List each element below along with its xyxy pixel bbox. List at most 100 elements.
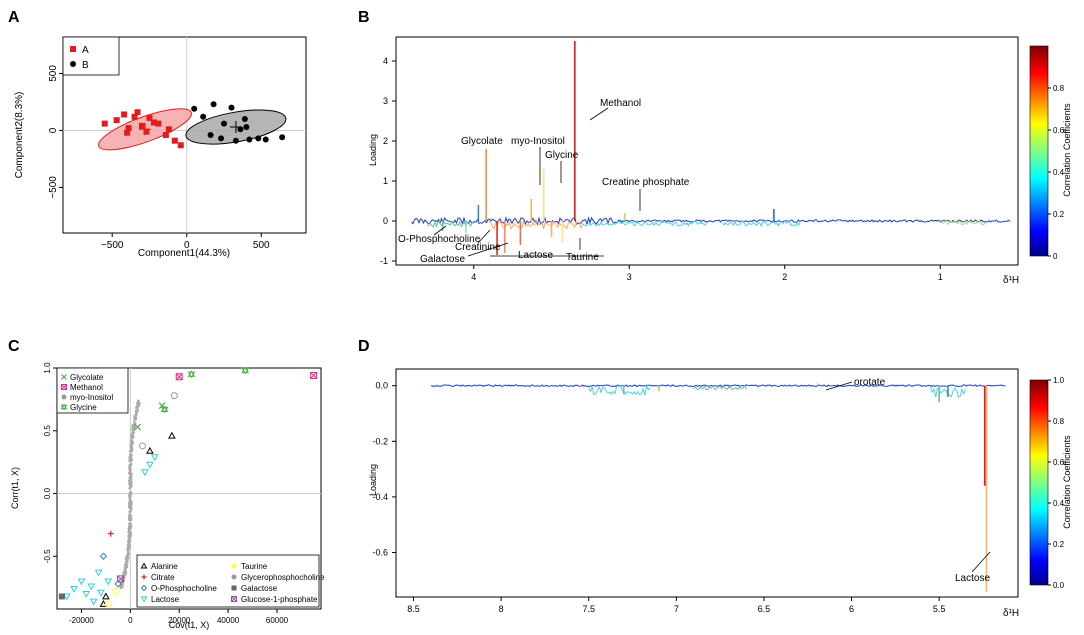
background-variable-point xyxy=(128,546,131,550)
annotation-o-phosphocholine: O-Phosphocholine xyxy=(398,234,481,245)
point-group-B xyxy=(241,116,248,123)
legend-marker-glycine xyxy=(60,403,68,411)
point-alanine xyxy=(146,446,154,454)
point-taurine xyxy=(112,587,120,595)
point-group-B xyxy=(243,124,250,131)
background-variable-point xyxy=(128,471,131,475)
panel-d-x-ticks: 8.5 8 7.5 7 6.5 6 5.5 xyxy=(407,597,945,614)
spectrum-colored-segment xyxy=(582,220,708,227)
panel-d-x-axis-label: δ¹H xyxy=(1003,608,1019,619)
x-tick-label: 7.5 xyxy=(582,604,595,614)
legend-label-galactose: Galactose xyxy=(241,584,278,593)
panel-c-y-ticks: -0.5 0.0 0.5 1.0 xyxy=(43,362,57,563)
background-variable-point xyxy=(134,409,138,413)
background-variable-point xyxy=(128,467,131,471)
annotation-methanol: Methanol xyxy=(600,98,641,109)
background-variable-point xyxy=(124,560,128,564)
legend-label-citrate: Citrate xyxy=(151,573,175,582)
panel-b-x-axis-label: δ¹H xyxy=(1003,275,1019,286)
background-variable-point xyxy=(126,548,129,552)
background-variable-point xyxy=(132,420,136,424)
point-myo-inositol xyxy=(170,392,178,400)
background-variable-point xyxy=(127,537,131,541)
y-tick-label: 0.0 xyxy=(375,381,388,391)
colorbar-tick-label: 0.8 xyxy=(1053,84,1065,93)
colorbar-tick-label: 0.6 xyxy=(1053,458,1065,467)
background-variable-point xyxy=(133,418,137,421)
panel-b-spectrum xyxy=(411,216,1011,231)
point-group-B xyxy=(207,132,214,138)
panel-d-label: D xyxy=(358,338,370,355)
background-variable-point xyxy=(125,563,129,566)
spectrum-colored-segment xyxy=(940,220,986,226)
background-variable-point xyxy=(131,428,134,431)
point-glycine xyxy=(187,370,196,379)
panel-d-colorbar-label: Correlation Coefficients xyxy=(1062,435,1072,529)
point-group-B xyxy=(218,135,225,142)
point-lactose xyxy=(104,578,113,586)
point-group-A xyxy=(177,142,184,149)
legend-marker-methanol xyxy=(61,384,67,390)
background-variable-point xyxy=(128,496,132,500)
background-variable-point xyxy=(137,399,140,403)
legend-marker-galactose xyxy=(231,585,237,591)
panel-c-y-axis-label: Corr(t1, X) xyxy=(10,467,20,509)
x-tick-label: 3 xyxy=(627,272,632,282)
spectrum-colored-segment xyxy=(588,384,651,396)
panel-b-peaks xyxy=(441,41,775,255)
y-tick-label: -0.6 xyxy=(372,548,388,558)
legend-marker-A xyxy=(70,46,76,52)
point-group-A xyxy=(131,113,138,120)
legend-label-glycerophosphocholine: Glycerophosphocholine xyxy=(241,573,325,582)
point-methanol xyxy=(175,373,183,381)
background-variable-point xyxy=(128,450,132,453)
panel-b-y-axis-label: Loading xyxy=(368,134,378,166)
background-variable-point xyxy=(127,525,131,529)
y-tick-label: 1.0 xyxy=(43,362,52,374)
x-tick-label: 2 xyxy=(782,272,787,282)
background-variable-point xyxy=(130,432,134,436)
y-tick-label: 0.0 xyxy=(43,487,52,499)
background-variable-point xyxy=(130,485,133,488)
panel-a-x-ticks: −500 0 500 xyxy=(101,233,270,251)
panel-a-y-ticks: −500 0 500 xyxy=(48,65,63,199)
panel-b-label: B xyxy=(358,9,370,26)
background-variable-point xyxy=(130,439,133,442)
annotation-lactose-d: Lactose xyxy=(955,573,990,584)
point-o-phosphocholine xyxy=(99,552,108,560)
legend-marker-citrate xyxy=(141,574,147,580)
panel-b-loading-plot: 4 3 2 1 -1 0 1 2 3 4 Loading δ¹H Methanol Glycol… xyxy=(368,36,1072,286)
y-tick-label: 4 xyxy=(383,56,388,66)
background-variable-point xyxy=(126,539,130,543)
panel-d-colorbar: 0.0 0.2 0.4 0.6 0.8 1.0 Correlation Coefficie… xyxy=(1029,376,1072,590)
legend-marker-myo-inositol xyxy=(61,394,67,400)
point-group-A xyxy=(121,111,128,118)
x-tick-label: 500 xyxy=(253,240,270,251)
legend-label-glucose-1-phosphate: Glucose-1-phosphate xyxy=(241,595,318,604)
y-tick-label: 3 xyxy=(383,96,388,106)
panel-a-y-axis-label: Component2(8.3%) xyxy=(14,92,25,179)
y-tick-label: -0.2 xyxy=(372,436,388,446)
background-variable-point xyxy=(128,456,132,460)
legend-marker-glycolate xyxy=(61,374,67,380)
panel-a-legend: AB xyxy=(62,36,120,76)
colorbar-tick-label: 0 xyxy=(1053,252,1058,261)
background-variable-point xyxy=(129,462,133,466)
colorbar-tick-label: 0.0 xyxy=(1053,581,1065,590)
point-glycolate xyxy=(134,423,142,431)
point-lactose xyxy=(150,454,159,462)
x-tick-label: 0 xyxy=(184,240,190,251)
x-tick-label: −500 xyxy=(101,240,124,251)
colorbar-tick-label: 0.4 xyxy=(1053,499,1065,508)
point-glucose-1-phosphate xyxy=(117,575,125,583)
point-myo-inositol xyxy=(139,442,147,450)
background-variable-point xyxy=(133,425,136,429)
x-tick-label: 6 xyxy=(849,604,854,614)
background-variable-point xyxy=(128,482,131,486)
background-variable-point xyxy=(128,487,132,490)
point-lactose xyxy=(97,589,105,597)
x-tick-label: 6.5 xyxy=(758,604,771,614)
background-variable-point xyxy=(136,402,139,406)
panel-c-frame xyxy=(56,367,322,610)
point-group-B xyxy=(200,113,207,120)
